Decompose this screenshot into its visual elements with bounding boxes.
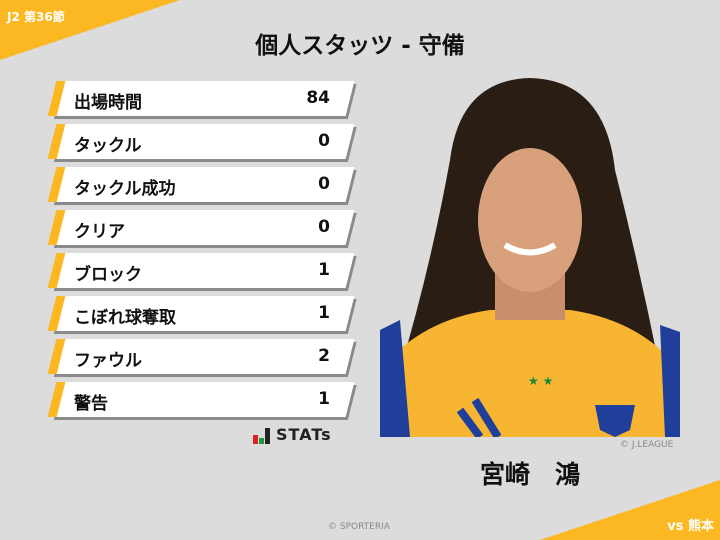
- copyright: © SPORTERIA: [328, 522, 390, 532]
- stat-label: クリア: [74, 222, 125, 242]
- stat-value: 84: [306, 88, 330, 108]
- player-photo: ★ ★: [380, 70, 680, 437]
- stat-value: 1: [318, 389, 330, 409]
- stat-value: 2: [318, 346, 330, 366]
- stat-label: 出場時間: [74, 93, 142, 113]
- stat-row: ファウル 2: [47, 339, 355, 374]
- corner-banner-top: [0, 0, 180, 60]
- svg-text:★ ★: ★ ★: [528, 374, 553, 388]
- stat-value: 0: [318, 174, 330, 194]
- stat-row: タックル成功 0: [47, 167, 355, 202]
- bar-chart-icon: [253, 428, 270, 444]
- stat-row: こぼれ球奪取 1: [47, 296, 355, 331]
- stat-value: 0: [318, 131, 330, 151]
- stat-row: クリア 0: [47, 210, 355, 245]
- corner-banner-bottom: [540, 480, 720, 540]
- stats-logo-text: STATs: [276, 425, 332, 444]
- stat-label: タックル: [74, 136, 142, 156]
- stat-row: ブロック 1: [47, 253, 355, 288]
- stat-label: タックル成功: [74, 179, 176, 199]
- round-label: J2 第36節: [7, 10, 65, 24]
- stat-label: ファウル: [74, 351, 142, 371]
- opponent-label: vs 熊本: [667, 519, 714, 534]
- stat-value: 1: [318, 303, 330, 323]
- stat-row: 警告 1: [47, 382, 355, 417]
- stat-row: 出場時間 84: [47, 81, 355, 116]
- page-title: 個人スタッツ - 守備: [255, 33, 465, 59]
- photo-credit: © J.LEAGUE: [620, 440, 674, 450]
- stat-label: こぼれ球奪取: [74, 308, 176, 328]
- stat-label: ブロック: [74, 265, 142, 285]
- stat-value: 0: [318, 217, 330, 237]
- stat-row: タックル 0: [47, 124, 355, 159]
- stat-value: 1: [318, 260, 330, 280]
- stat-label: 警告: [74, 394, 108, 414]
- stats-logo: STATs: [253, 425, 332, 444]
- player-name: 宮崎 鴻: [479, 460, 580, 489]
